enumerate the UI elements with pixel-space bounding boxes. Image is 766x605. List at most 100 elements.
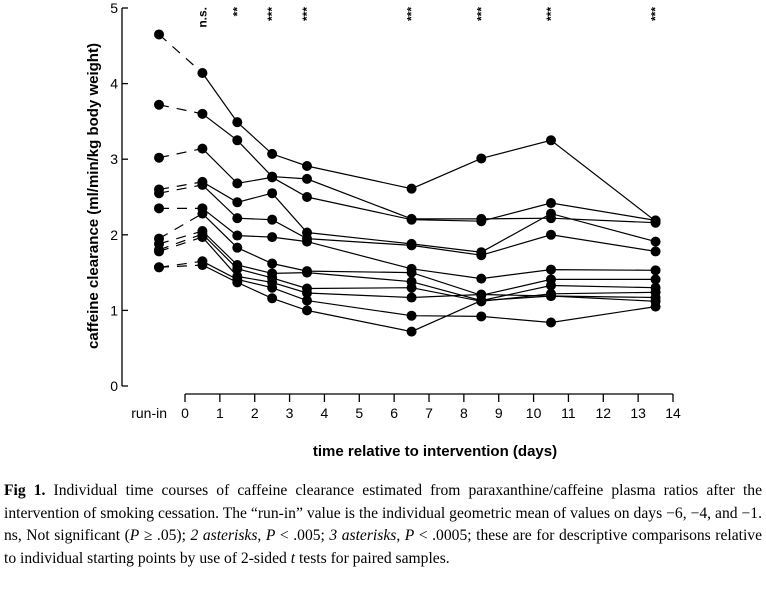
series-3-point — [267, 172, 278, 183]
caption-text-2: ≥ .05); — [139, 527, 191, 544]
series-7-point — [197, 208, 208, 219]
series-12-point — [476, 295, 487, 306]
series-1-point — [546, 135, 556, 146]
series-2-line — [202, 113, 656, 224]
series-1-runin-link — [158, 34, 203, 74]
series-6-point — [267, 232, 278, 243]
series-8-runin-link — [158, 230, 203, 245]
series-5-point — [546, 229, 556, 240]
series-8-point — [302, 267, 312, 278]
y-tick-label: 4 — [110, 76, 118, 92]
series-1-point — [232, 117, 243, 128]
series-2-point — [197, 108, 208, 119]
series-6-line — [202, 207, 656, 280]
caption-p-symbol-2: P — [265, 527, 276, 544]
x-tick-label: 4 — [321, 405, 329, 421]
series-6-runin-point — [154, 203, 164, 214]
y-tick-label: 3 — [110, 151, 118, 167]
series-9-point — [406, 282, 417, 293]
significance-label: *** — [649, 7, 663, 21]
series-7-point — [650, 274, 661, 285]
series-6-point — [302, 236, 312, 247]
series-5-runin-point — [154, 188, 164, 199]
series-4-point — [546, 208, 556, 219]
series-1-point — [476, 153, 487, 164]
x-tick-label: 7 — [425, 405, 433, 421]
y-tick-label: 2 — [110, 227, 118, 243]
series-5-point — [267, 214, 278, 225]
series-5-line — [201, 184, 656, 256]
series-10-point — [302, 288, 312, 299]
series-2-point — [232, 135, 243, 146]
x-tick-label: 6 — [390, 405, 398, 421]
series-6-point — [232, 230, 243, 241]
series-1-point — [267, 148, 278, 159]
series-3-point — [546, 198, 556, 209]
series-1-point — [302, 161, 312, 172]
series-4-point — [267, 188, 278, 199]
significance-label: *** — [544, 7, 558, 21]
x-tick-label: 5 — [355, 405, 363, 421]
series-5-point — [197, 179, 208, 190]
series-1-point — [197, 68, 208, 79]
series-4-point — [650, 236, 661, 247]
caption-three-asterisks: 3 asterisks — [329, 527, 397, 544]
significance-label: ** — [230, 7, 244, 17]
series-3-point — [302, 192, 312, 202]
series-1-line — [201, 72, 656, 222]
series-11-point — [546, 317, 556, 328]
caption-text-4: < .005; — [275, 527, 330, 544]
x-tick-label: 12 — [595, 405, 611, 421]
series-12-point — [232, 277, 243, 288]
series-8-line — [201, 230, 656, 302]
series-11-point — [476, 311, 487, 322]
series-6-point — [476, 273, 487, 284]
series-7-point — [232, 242, 243, 253]
series-10-runin-link — [158, 236, 203, 253]
caption-text-6: < .0005; these are for descriptive compa… — [4, 527, 763, 567]
series-9-point — [232, 263, 243, 274]
series-12-runin-link — [158, 264, 203, 268]
series-6-point — [546, 264, 556, 275]
series-3-runin-link — [158, 148, 203, 159]
x-tick-label: 13 — [630, 405, 646, 421]
series-3-point — [476, 216, 487, 227]
x-tick-label: 0 — [181, 405, 189, 421]
series-11-line — [202, 260, 656, 324]
series-12-point — [302, 305, 312, 316]
caption-text-3: , — [257, 527, 266, 544]
series-2-runin-link — [158, 104, 203, 115]
series-9-runin-link — [158, 233, 203, 251]
series-4-runin-link — [158, 181, 203, 191]
series-4-line — [202, 181, 656, 253]
figure-caption: Fig 1. Individual time courses of caffei… — [4, 480, 762, 570]
significance-label: *** — [474, 7, 488, 21]
series-5-runin-link — [158, 184, 203, 194]
series-12-runin-point — [154, 262, 164, 273]
series-3-point — [232, 178, 243, 189]
run-in-label: run-in — [131, 405, 167, 421]
x-tick-label: 14 — [665, 405, 681, 421]
x-tick-label: 10 — [526, 405, 542, 421]
y-axis-title: caffeine clearance (ml/min/kg body weigh… — [85, 43, 102, 349]
series-lines — [158, 34, 656, 333]
figure-label: Fig 1. — [4, 482, 46, 499]
series-10-line — [201, 236, 656, 299]
series-7-point — [406, 267, 417, 278]
series-12-point — [197, 260, 208, 271]
caption-two-asterisks: 2 asterisks — [190, 527, 258, 544]
series-3-point — [406, 214, 417, 225]
series-10-runin-point — [154, 246, 164, 257]
series-9-line — [201, 233, 656, 302]
series-11-runin-link — [158, 260, 203, 268]
significance-label: n.s. — [195, 7, 209, 28]
series-12-point — [267, 293, 278, 304]
significance-label: *** — [300, 7, 314, 21]
series-11-point — [302, 295, 312, 306]
caption-t-symbol: t — [290, 549, 296, 567]
series-1-runin-point — [154, 29, 164, 40]
series-11-point — [267, 282, 278, 293]
y-tick-label: 5 — [110, 0, 118, 16]
series-7-line — [201, 213, 656, 296]
